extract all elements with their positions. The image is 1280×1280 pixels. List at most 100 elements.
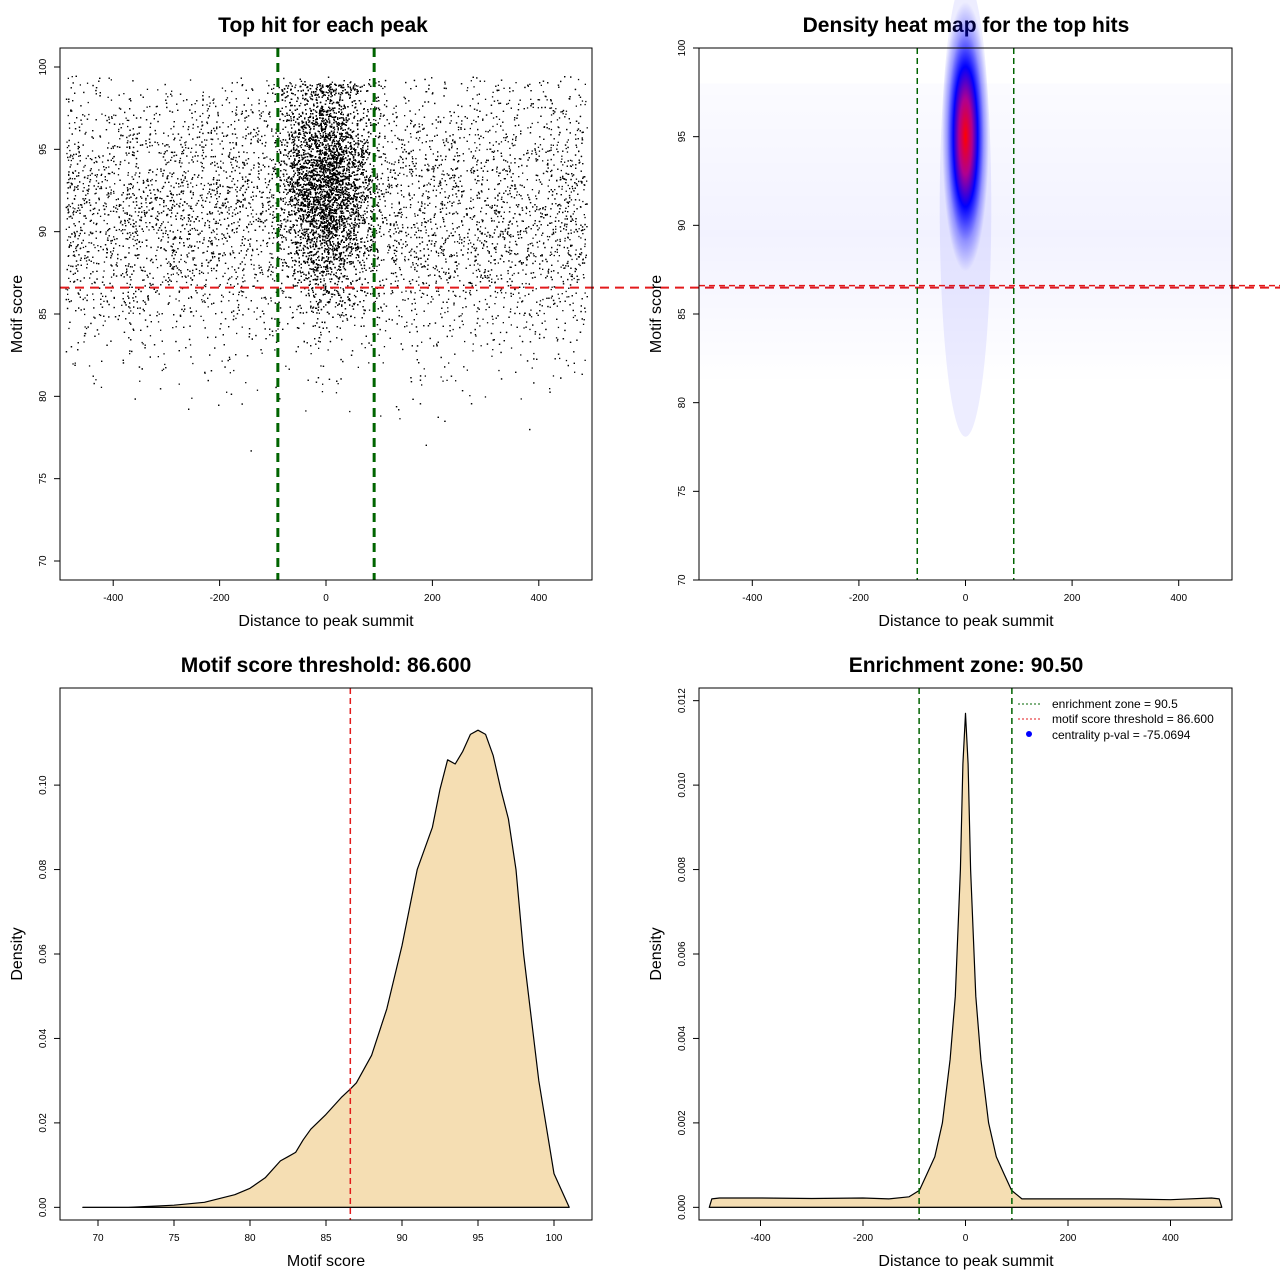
scatter-point — [202, 252, 204, 254]
scatter-point — [178, 186, 180, 188]
scatter-point — [410, 136, 412, 138]
scatter-point — [263, 297, 265, 299]
scatter-point — [441, 237, 443, 239]
scatter-point — [228, 102, 231, 104]
scatter-point — [474, 260, 476, 263]
scatter-point — [304, 180, 306, 182]
scatter-point — [156, 311, 159, 313]
scatter-point — [565, 147, 567, 150]
scatter-point — [218, 213, 221, 215]
scatter-point — [419, 149, 421, 151]
scatter-point — [366, 158, 368, 161]
scatter-point — [556, 119, 559, 121]
scatter-point — [231, 158, 233, 160]
scatter-point — [203, 237, 205, 239]
scatter-point — [228, 356, 231, 358]
scatter-point — [129, 134, 132, 136]
scatter-point — [179, 139, 181, 141]
scatter-point — [491, 355, 493, 357]
scatter-point — [171, 95, 173, 97]
scatter-point — [523, 327, 525, 329]
scatter-point — [312, 229, 314, 231]
scatter-point — [567, 184, 569, 187]
scatter-point — [74, 255, 76, 257]
scatter-point — [172, 252, 174, 254]
scatter-point — [563, 225, 566, 227]
scatter-point — [170, 274, 172, 276]
scatter-point — [357, 85, 359, 87]
scatter-point — [124, 159, 126, 162]
scatter-point — [260, 244, 262, 247]
scatter-point — [435, 251, 438, 254]
scatter-point — [94, 246, 96, 249]
scatter-point — [187, 220, 190, 222]
scatter-point — [556, 340, 559, 342]
scatter-point — [496, 243, 499, 245]
scatter-point — [367, 204, 369, 207]
scatter-point — [520, 398, 522, 400]
scatter-point — [160, 329, 162, 331]
scatter-point — [572, 219, 574, 221]
scatter-point — [174, 160, 176, 162]
scatter-point — [331, 237, 333, 239]
scatter-point — [584, 359, 586, 361]
scatter-point — [340, 158, 342, 160]
scatter-point — [475, 284, 477, 286]
scatter-point — [159, 204, 161, 206]
scatter-point — [451, 335, 453, 337]
scatter-point — [108, 166, 110, 168]
scatter-point — [427, 163, 429, 165]
scatter-point — [474, 150, 477, 152]
scatter-point — [272, 159, 274, 161]
scatter-point — [470, 197, 472, 199]
scatter-point — [435, 159, 437, 161]
scatter-point — [489, 206, 491, 208]
scatter-point — [371, 124, 373, 126]
scatter-point — [476, 310, 478, 313]
scatter-point — [425, 229, 427, 231]
scatter-point — [129, 232, 131, 234]
scatter-point — [368, 183, 370, 185]
scatter-point — [318, 157, 320, 159]
scatter-point — [378, 183, 380, 185]
scatter-point — [561, 185, 563, 188]
scatter-point — [69, 185, 71, 187]
scatter-point — [272, 242, 274, 244]
scatter-point — [563, 267, 565, 269]
scatter-point — [350, 208, 352, 210]
scatter-point — [234, 120, 236, 123]
scatter-point — [291, 142, 293, 144]
scatter-point — [510, 347, 513, 349]
scatter-point — [209, 102, 211, 104]
scatter-point — [221, 87, 224, 89]
scatter-point — [272, 217, 274, 219]
scatter-point — [474, 334, 477, 336]
scatter-point — [398, 267, 401, 269]
scatter-point — [84, 297, 86, 299]
scatter-point — [534, 260, 536, 262]
scatter-point — [112, 147, 114, 149]
scatter-point — [551, 253, 553, 255]
scatter-point — [78, 150, 80, 153]
scatter-point — [195, 119, 198, 121]
scatter-point — [334, 128, 336, 130]
scatter-point — [386, 219, 388, 221]
scatter-point — [579, 161, 581, 163]
scatter-point — [437, 252, 440, 254]
scatter-point — [559, 357, 561, 360]
scatter-point — [401, 291, 403, 293]
scatter-point — [519, 312, 521, 315]
scatter-point — [68, 122, 71, 125]
scatter-point — [110, 210, 112, 212]
scatter-point — [550, 128, 553, 131]
scatter-point — [554, 231, 557, 233]
scatter-point — [358, 187, 360, 189]
scatter-point — [151, 184, 153, 186]
scatter-point — [351, 214, 353, 216]
scatter-point — [261, 352, 263, 354]
scatter-point — [417, 201, 419, 203]
scatter-point — [495, 251, 497, 253]
scatter-point — [410, 236, 412, 239]
scatter-point — [527, 127, 529, 129]
scatter-point — [201, 125, 203, 127]
